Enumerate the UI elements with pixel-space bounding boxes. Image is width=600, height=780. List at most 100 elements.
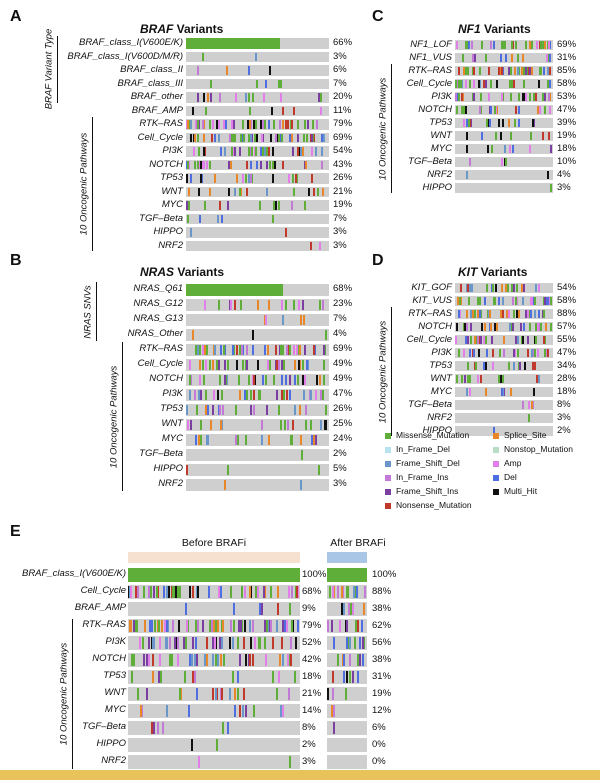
oncoprint-row-mark [189, 375, 191, 385]
oncoprint-row-mark [285, 300, 287, 310]
oncoprint-row-mark [273, 375, 275, 385]
row-percentage: 85% [557, 65, 577, 76]
oncoprint-row-after-mark [357, 671, 359, 683]
oncoprint-row-mark [269, 66, 271, 75]
oncoprint-row-before-mark [249, 620, 251, 632]
row-percentage: 88% [557, 308, 577, 319]
oncoprint-row-mark [522, 401, 524, 409]
oncoprint-row-mark [465, 80, 467, 88]
oncoprint-row-mark [195, 435, 197, 445]
oncoprint-row-mark [469, 158, 471, 166]
oncoprint-row-mark [533, 119, 535, 127]
oncoprint-row-mark [210, 79, 212, 88]
oncoprint-row-mark [480, 93, 482, 101]
oncoprint-row-mark [246, 390, 248, 400]
oncoprint-row-mark [190, 174, 192, 183]
oncoprint-row-after-mark [364, 586, 366, 598]
oncoprint-row-mark [533, 388, 535, 396]
oncoprint-row-mark [471, 284, 473, 292]
oncoprint-row-mark [515, 297, 517, 305]
oncoprint-row-mark [503, 349, 505, 357]
row-percentage: 55% [557, 334, 577, 345]
oncoprint-row-before-mark [212, 688, 214, 700]
legend-swatch [385, 446, 391, 453]
oncoprint-row-mark [261, 435, 263, 445]
oncoprint-row-mark [489, 119, 491, 127]
oncoprint-row-after-mark [352, 671, 354, 683]
oncoprint-row-before-mark [254, 637, 256, 649]
oncoprint-row-before-mark [130, 586, 132, 598]
oncoprint-row-mark [492, 284, 494, 292]
oncoprint-row-mark [280, 345, 282, 355]
oncoprint-row-mark [538, 375, 540, 383]
oncoprint-row-mark [188, 201, 190, 210]
oncoprint-row-mark [496, 106, 498, 114]
oncoprint-row-before-mark [297, 620, 299, 632]
oncoprint-row-before-mark [183, 637, 185, 649]
oncoprint-row-mark [222, 405, 224, 415]
oncoprint-row-mark [234, 133, 236, 142]
oncoprint-row-mark [510, 132, 512, 140]
oncoprint-row-before [128, 636, 300, 650]
row-label: Cell_Cycle [406, 78, 452, 89]
title-suffix: Variants [173, 22, 224, 36]
oncoprint-row-before-mark [180, 688, 182, 700]
oncoprint-row-before-mark [135, 620, 137, 632]
oncoprint-row-mark [263, 93, 265, 102]
pathway-group-bracket [122, 342, 123, 491]
oncoprint-row-before-mark [196, 654, 198, 666]
oncoprint-row-mark [498, 375, 500, 383]
oncoprint-row-mark [538, 284, 540, 292]
oncoprint-row-mark [305, 420, 307, 430]
oncoprint-row-mark [480, 375, 482, 383]
oncoprint-row-mark [512, 297, 514, 305]
oncoprint-row-mark [532, 119, 534, 127]
oncoprint-row-before-mark [195, 620, 197, 632]
oncoprint-row-mark [511, 54, 513, 62]
oncoprint-row-before-mark [191, 739, 193, 751]
oncoprint-row-mark [298, 300, 300, 310]
oncoprint-row-mark [308, 187, 310, 196]
oncoprint-row-mark [488, 67, 490, 75]
oncoprint-row-mark [543, 67, 545, 75]
oncoprint-row-mark [466, 41, 468, 49]
row-percentage-before: 68% [302, 586, 322, 597]
oncoprint-row-mark [540, 67, 542, 75]
oncoprint-row-after-mark [359, 654, 361, 666]
oncoprint-row-before-mark [294, 671, 296, 683]
oncoprint-row-mark [269, 160, 271, 169]
oncoprint-row-mark [547, 171, 549, 179]
row-label: BRAF_class_I(V600E/K) [78, 37, 183, 48]
legend-item: Frame_Shift_Ins [385, 484, 487, 498]
row-label: HIPPO [422, 425, 452, 436]
oncoprint-row-mark [505, 54, 507, 62]
oncoprint-row-before-mark [217, 620, 219, 632]
oncoprint-row [186, 51, 329, 62]
row-percentage-before: 100% [302, 569, 327, 580]
oncoprint-row-mark [254, 133, 256, 142]
oncoprint-row-mark [531, 41, 533, 49]
legend-item: Amp [493, 456, 595, 470]
oncoprint-row-mark [499, 67, 501, 75]
oncoprint-row-mark [529, 93, 531, 101]
row-percentage: 68% [333, 283, 353, 294]
oncoprint-row-mark [494, 323, 496, 331]
oncoprint-row-before-mark [189, 586, 191, 598]
oncoprint-row-mark [320, 420, 322, 430]
oncoprint-row-before-mark [245, 654, 247, 666]
oncoprint-row-mark [462, 54, 464, 62]
row-percentage: 58% [557, 78, 577, 89]
oncoprint-row-mark [485, 54, 487, 62]
oncoprint-row-before-mark [168, 586, 170, 598]
row-percentage: 7% [333, 313, 347, 324]
oncoprint-row [186, 119, 329, 130]
oncoprint-row-mark [234, 300, 236, 310]
oncoprint-row-after-mark [354, 637, 356, 649]
oncoprint-row-mark [467, 284, 469, 292]
row-label: WNT [161, 418, 183, 429]
oncoprint-row-before-mark [136, 620, 138, 632]
oncoprint-row-mark [458, 67, 460, 75]
oncoprint-row-after [327, 602, 367, 616]
oncoprint-row-mark [266, 160, 268, 169]
oncoprint-row-mark [291, 120, 293, 129]
